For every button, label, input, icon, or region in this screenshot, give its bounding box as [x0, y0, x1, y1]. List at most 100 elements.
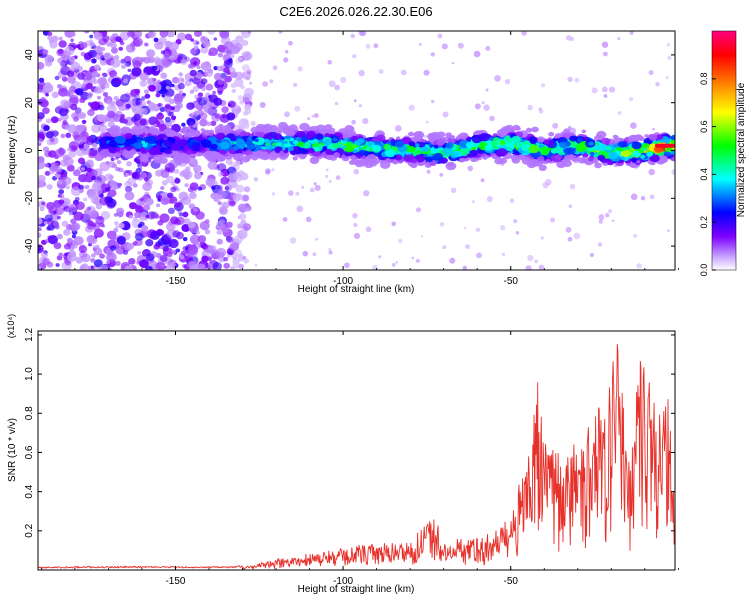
spectrogram-cell [210, 249, 220, 259]
spectrogram-cell [38, 232, 42, 238]
spectrogram-cell [181, 224, 191, 232]
spectrogram-x-label: Height of straight line (km) [298, 284, 415, 295]
x-tick-label: -100 [333, 576, 353, 587]
spectrogram-cell [445, 142, 454, 149]
spectrogram-cell [124, 133, 133, 140]
spectrogram-cell [51, 213, 60, 222]
spectrogram-cell [91, 58, 97, 64]
spectrogram-cell [288, 190, 294, 196]
spectrogram-cell [51, 91, 59, 99]
spectrogram-cell [98, 230, 103, 235]
spectrogram-cell [56, 215, 61, 220]
spectrogram-cell [630, 163, 637, 168]
spectrogram-cell [204, 229, 211, 235]
spectrogram-cell [139, 118, 147, 126]
spectrogram-cell [168, 111, 174, 117]
spectrogram-cell [223, 53, 230, 60]
spectrogram-cell [190, 38, 195, 42]
spectrogram-cell [78, 184, 84, 190]
spectrogram-cell [433, 136, 439, 140]
spectrogram-cell [328, 179, 332, 184]
spectrogram-y-axis: -40 -20 0 20 40 [24, 49, 675, 253]
spectrogram-cell [617, 111, 622, 115]
spectrogram-cell [515, 231, 520, 235]
spectrogram-cell [182, 237, 188, 242]
spectrogram-cell [442, 147, 454, 156]
spectrogram-cell [159, 147, 166, 153]
spectrogram-cell [492, 133, 498, 137]
spectrogram-cell [216, 229, 223, 235]
spectrogram-cell [636, 160, 641, 164]
spectrogram-cell [126, 161, 132, 167]
spectrogram-cell [545, 159, 551, 163]
spectrogram-cell [237, 203, 247, 212]
spectrogram-cell [78, 112, 87, 119]
spectrogram-cell [78, 174, 88, 183]
spectrogram-cell [50, 116, 59, 124]
colorbar-gradient [711, 30, 737, 271]
spectrogram-cell [58, 108, 68, 117]
spectrogram-cell [68, 56, 76, 63]
spectrogram-cell [243, 258, 250, 264]
spectrogram-cell [68, 150, 77, 158]
chart-title: C2E6.2026.026.22.30.E06 [279, 4, 432, 19]
spectrogram-cell [315, 237, 319, 241]
spectrogram-cell [207, 256, 212, 262]
spectrogram-cell [75, 201, 85, 210]
spectrogram-cell [83, 31, 90, 34]
spectrogram-cell [278, 121, 288, 130]
spectrogram-cell [173, 168, 180, 174]
spectrogram-cell [229, 242, 239, 251]
spectrogram-cell [69, 252, 74, 256]
x-tick-label: -100 [333, 276, 353, 287]
spectrogram-cell [106, 128, 112, 133]
spectrogram-cell [311, 115, 315, 118]
spectrogram-cell [332, 137, 338, 142]
x-tick-label: -150 [165, 576, 185, 587]
spectrogram-cell [603, 94, 608, 98]
spectrogram-cell [144, 42, 149, 47]
spectrogram-cell [126, 243, 134, 250]
spectrogram-cell [142, 182, 152, 192]
spectrogram-cell [161, 180, 168, 186]
spectrogram-cell [235, 153, 241, 159]
spectrogram-cell [197, 186, 202, 191]
spectrogram-cell [122, 119, 129, 124]
spectrogram-cell [244, 41, 249, 46]
spectrogram-cell [554, 154, 563, 161]
spectrogram-cell [254, 264, 258, 267]
spectrogram-cell [228, 200, 236, 207]
spectrogram-cell [77, 72, 86, 80]
spectrogram-cell [582, 136, 589, 142]
spectrogram-cell [241, 64, 250, 72]
spectrogram-cell [135, 94, 141, 99]
spectrogram-cell [196, 263, 204, 270]
colorbar-tick-label: 0.8 [699, 73, 709, 86]
spectrogram-cell [116, 207, 125, 215]
spectrogram-cell [87, 167, 93, 173]
spectrogram-cell [125, 44, 136, 53]
spectrogram-cell [293, 140, 299, 145]
spectrogram-cell [39, 99, 49, 108]
spectrogram-cell [605, 146, 612, 151]
spectrogram-cell [631, 141, 642, 150]
spectrogram-cell [538, 164, 547, 171]
spectrogram-cell [45, 93, 49, 97]
spectrogram-cell [81, 167, 85, 171]
spectrogram-cell [242, 96, 250, 104]
snr-y-label: SNR (10 * v/v) [7, 418, 18, 482]
spectrogram-cell [187, 245, 199, 255]
spectrogram-cell [52, 210, 57, 214]
spectrogram-cell [344, 262, 350, 269]
spectrogram-cell [565, 134, 571, 138]
spectrogram-cell [285, 130, 292, 136]
spectrogram-cell [518, 154, 525, 159]
spectrogram-cell [509, 198, 515, 204]
spectrogram-cell [124, 55, 132, 63]
spectrogram-cell [110, 103, 115, 108]
spectrogram-cell [166, 31, 175, 38]
spectrogram-cell [543, 139, 550, 145]
spectrogram-cell [332, 142, 340, 149]
spectrogram-cell [408, 104, 415, 111]
spectrogram-cell [465, 244, 470, 250]
